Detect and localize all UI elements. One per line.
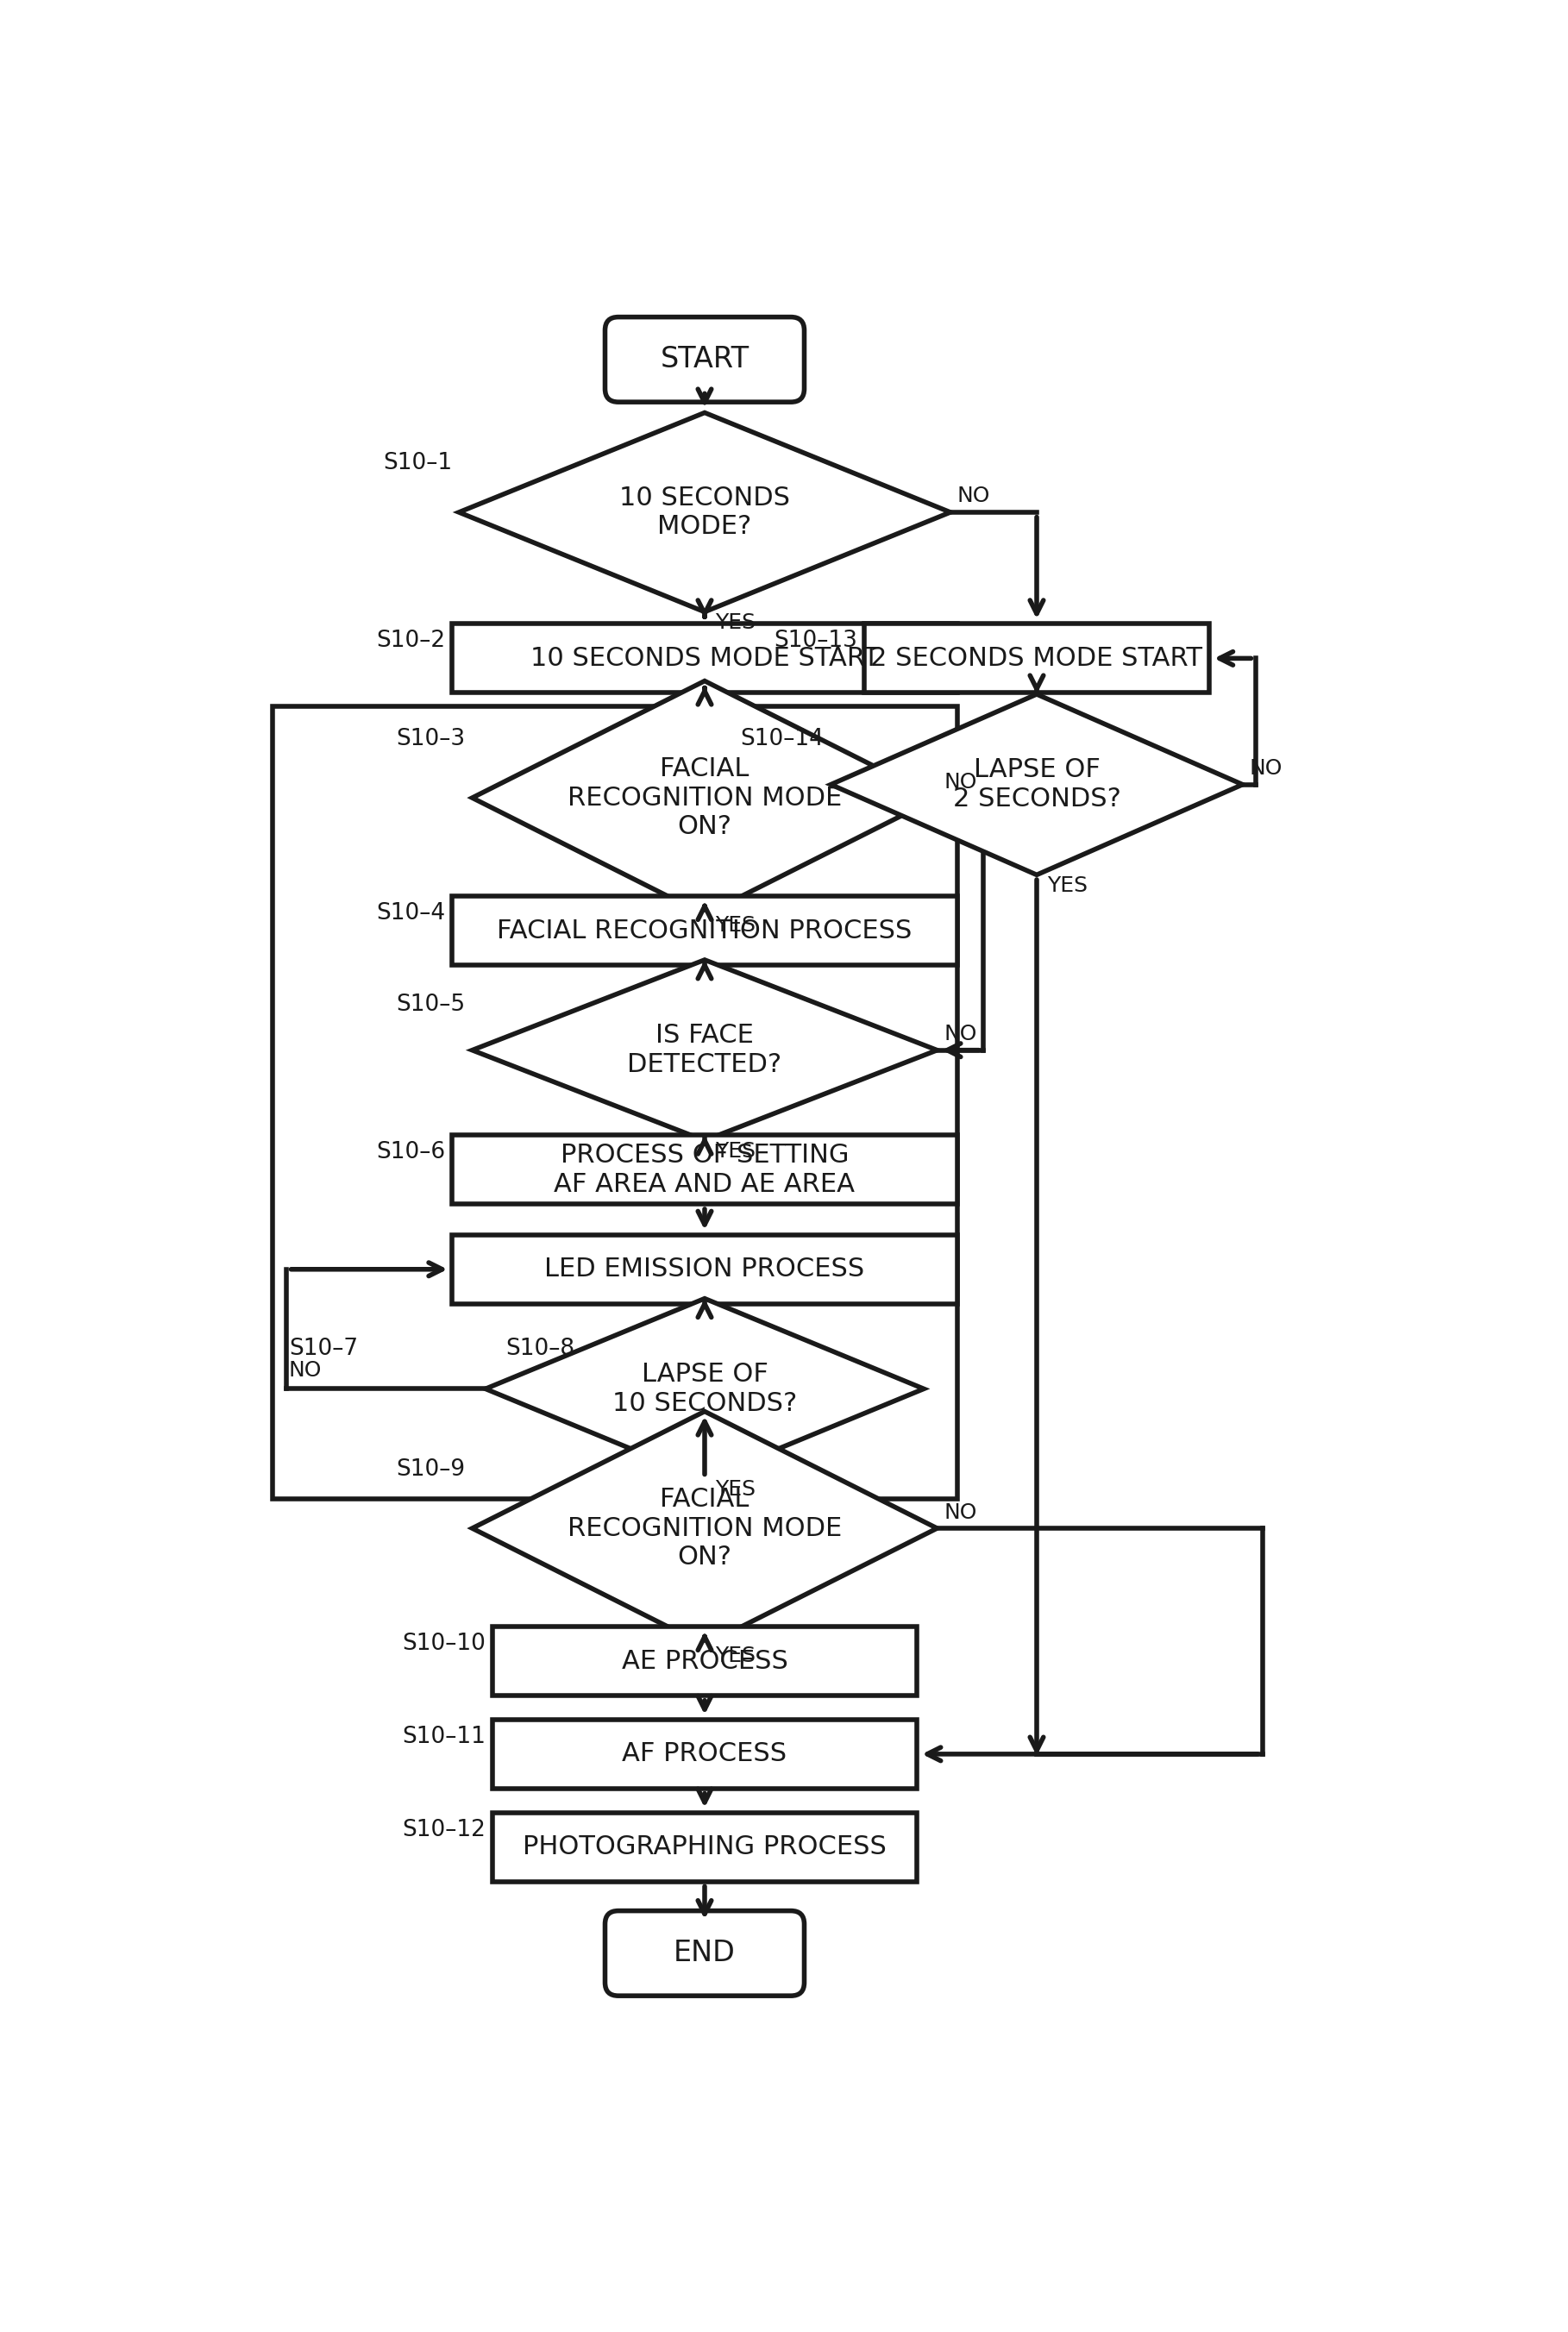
Text: LAPSE OF
2 SECONDS?: LAPSE OF 2 SECONDS? [953, 758, 1121, 812]
Text: S10–9: S10–9 [397, 1458, 466, 1481]
Text: LED EMISSION PROCESS: LED EMISSION PROCESS [544, 1257, 864, 1283]
Text: YES: YES [715, 1646, 756, 1665]
Bar [492, 1719, 917, 1789]
Text: YES: YES [1047, 874, 1088, 895]
Text: PHOTOGRAPHING PROCESS: PHOTOGRAPHING PROCESS [522, 1835, 886, 1859]
Text: S10–11: S10–11 [401, 1726, 486, 1749]
Text: AF PROCESS: AF PROCESS [622, 1742, 787, 1768]
Bar [492, 1812, 917, 1882]
Text: END: END [674, 1940, 735, 1968]
Bar [452, 1234, 956, 1304]
Text: YES: YES [715, 914, 756, 935]
Polygon shape [459, 413, 950, 611]
Text: S10–12: S10–12 [401, 1819, 486, 1840]
FancyBboxPatch shape [605, 317, 804, 401]
Text: NO: NO [1250, 758, 1283, 779]
Text: PROCESS OF SETTING
AF AREA AND AE AREA: PROCESS OF SETTING AF AREA AND AE AREA [554, 1143, 855, 1196]
Text: 10 SECONDS MODE START: 10 SECONDS MODE START [530, 646, 880, 672]
Text: S10–7: S10–7 [289, 1339, 358, 1360]
Text: NO: NO [944, 1024, 977, 1045]
Text: S10–14: S10–14 [740, 728, 825, 751]
Text: S10–4: S10–4 [376, 902, 445, 923]
Text: NO: NO [944, 772, 977, 793]
Text: YES: YES [715, 1140, 756, 1161]
FancyBboxPatch shape [605, 1910, 804, 1996]
Bar [452, 895, 956, 965]
Bar [492, 1625, 917, 1695]
Bar [273, 707, 956, 1499]
Text: YES: YES [715, 1478, 756, 1499]
Bar [452, 625, 956, 693]
Text: S10–13: S10–13 [775, 630, 858, 653]
Text: IS FACE
DETECTED?: IS FACE DETECTED? [627, 1024, 782, 1077]
Text: YES: YES [715, 611, 756, 632]
Text: FACIAL RECOGNITION PROCESS: FACIAL RECOGNITION PROCESS [497, 919, 913, 942]
Text: AE PROCESS: AE PROCESS [621, 1649, 787, 1674]
Bar [864, 625, 1209, 693]
Text: S10–8: S10–8 [505, 1339, 574, 1360]
Text: S10–2: S10–2 [376, 630, 445, 653]
Bar [452, 1136, 956, 1203]
Polygon shape [472, 681, 938, 914]
Polygon shape [486, 1299, 924, 1478]
Text: NO: NO [289, 1360, 321, 1381]
Text: S10–5: S10–5 [397, 993, 466, 1017]
Text: S10–10: S10–10 [401, 1632, 486, 1656]
Polygon shape [831, 695, 1242, 874]
Polygon shape [472, 1411, 938, 1644]
Text: S10–3: S10–3 [397, 728, 466, 751]
Text: NO: NO [944, 1502, 977, 1523]
Text: LAPSE OF
10 SECONDS?: LAPSE OF 10 SECONDS? [612, 1362, 797, 1416]
Polygon shape [472, 961, 938, 1140]
Text: S10–1: S10–1 [383, 452, 452, 473]
Text: FACIAL
RECOGNITION MODE
ON?: FACIAL RECOGNITION MODE ON? [568, 756, 842, 840]
Text: FACIAL
RECOGNITION MODE
ON?: FACIAL RECOGNITION MODE ON? [568, 1488, 842, 1569]
Text: S10–6: S10–6 [376, 1140, 445, 1164]
Text: NO: NO [956, 485, 989, 506]
Text: 2 SECONDS MODE START: 2 SECONDS MODE START [870, 646, 1203, 672]
Text: 10 SECONDS
MODE?: 10 SECONDS MODE? [619, 485, 790, 539]
Text: START: START [660, 345, 750, 373]
